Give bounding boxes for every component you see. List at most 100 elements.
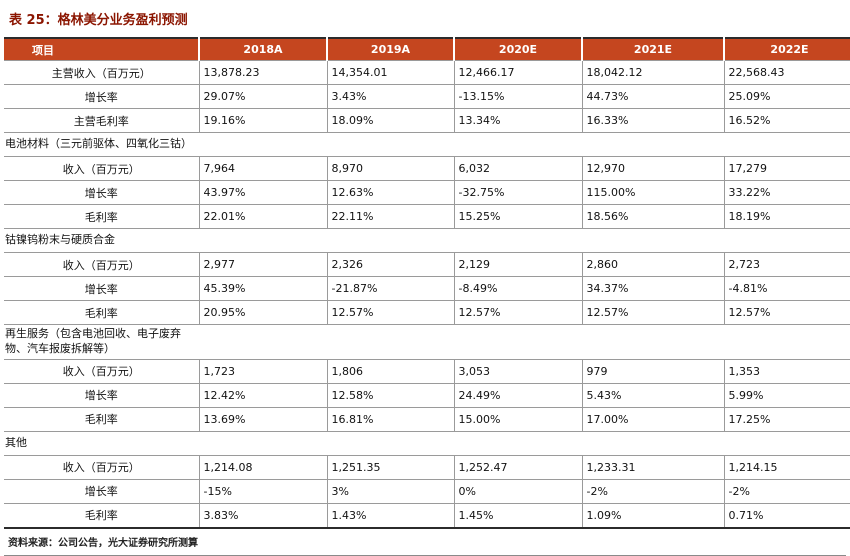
row-label: 主营收入（百万元） — [4, 60, 199, 85]
cell-value: 15.00% — [453, 406, 582, 432]
table-row: 收入（百万元） 1,214.08 1,251.35 1,252.47 1,233.31 1… — [4, 454, 850, 480]
col-header-2022e: 2022E — [723, 38, 850, 61]
cell-value: 22,568.43 — [723, 60, 850, 85]
cell-value: 0.71% — [723, 502, 850, 528]
cell-value: 1,214.15 — [723, 454, 850, 480]
cell-value: 33.22% — [723, 180, 850, 205]
cell-value: 34.37% — [581, 276, 724, 301]
cell-value: 1,252.47 — [453, 454, 582, 480]
row-label: 毛利率 — [4, 204, 199, 229]
row-label: 收入（百万元） — [4, 156, 199, 181]
cell-value: -4.81% — [723, 276, 850, 301]
table-row: 收入（百万元） 1,723 1,806 3,053 979 1,353 — [4, 358, 850, 384]
section-label: 其他 — [4, 430, 850, 456]
cell-value: 18.09% — [326, 108, 454, 133]
cell-value: 22.01% — [198, 204, 327, 229]
cell-value: 45.39% — [198, 276, 327, 301]
col-header-2018a: 2018A — [198, 38, 327, 61]
cell-value: 2,129 — [453, 252, 582, 277]
table-row: 主营毛利率 19.16% 18.09% 13.34% 16.33% 16.52% — [4, 108, 850, 133]
cell-value: 12,466.17 — [453, 60, 582, 85]
row-label: 收入（百万元） — [4, 252, 199, 277]
table-title: 表 25：格林美分业务盈利预测 — [9, 13, 188, 28]
section-row: 钴镍钨粉末与硬质合金 — [4, 228, 850, 253]
cell-value: 979 — [581, 358, 724, 384]
cell-value: 43.97% — [198, 180, 327, 205]
cell-value: 3.43% — [326, 84, 454, 109]
section-row: 再生服务（包含电池回收、电子废弃物、汽车报废拆解等） — [4, 324, 850, 360]
table-row: 收入（百万元） 7,964 8,970 6,032 12,970 17,279 — [4, 156, 850, 181]
col-header-2021e: 2021E — [581, 38, 724, 61]
cell-value: 18.19% — [723, 204, 850, 229]
cell-value: 15.25% — [453, 204, 582, 229]
cell-value: 13.34% — [453, 108, 582, 133]
row-label: 增长率 — [4, 84, 199, 109]
row-label: 主营毛利率 — [4, 108, 199, 133]
cell-value: 6,032 — [453, 156, 582, 181]
cell-value: 3.83% — [198, 502, 327, 528]
table-row: 毛利率 22.01% 22.11% 15.25% 18.56% 18.19% — [4, 204, 850, 229]
row-label: 增长率 — [4, 276, 199, 301]
table-row: 增长率 45.39% -21.87% -8.49% 34.37% -4.81% — [4, 276, 850, 301]
cell-value: 12.57% — [453, 300, 582, 325]
cell-value: 5.43% — [581, 382, 724, 408]
cell-value: 14,354.01 — [326, 60, 454, 85]
cell-value: 12.58% — [326, 382, 454, 408]
cell-value: 12.57% — [581, 300, 724, 325]
cell-value: 1,806 — [326, 358, 454, 384]
col-header-item: 项目 — [4, 38, 199, 61]
cell-value: -13.15% — [453, 84, 582, 109]
row-label: 收入（百万元） — [4, 358, 199, 384]
cell-value: 22.11% — [326, 204, 454, 229]
cell-value: 20.95% — [198, 300, 327, 325]
cell-value: 3% — [326, 478, 454, 504]
cell-value: 1.43% — [326, 502, 454, 528]
cell-value: 13,878.23 — [198, 60, 327, 85]
cell-value: 29.07% — [198, 84, 327, 109]
table-row: 增长率 29.07% 3.43% -13.15% 44.73% 25.09% — [4, 84, 850, 109]
cell-value: -2% — [723, 478, 850, 504]
cell-value: -8.49% — [453, 276, 582, 301]
cell-value: 3,053 — [453, 358, 582, 384]
row-label: 收入（百万元） — [4, 454, 199, 480]
table-row: 收入（百万元） 2,977 2,326 2,129 2,860 2,723 — [4, 252, 850, 277]
cell-value: -2% — [581, 478, 724, 504]
cell-value: 0% — [453, 478, 582, 504]
cell-value: 2,326 — [326, 252, 454, 277]
cell-value: 17.25% — [723, 406, 850, 432]
row-label: 增长率 — [4, 382, 199, 408]
cell-value: 1,251.35 — [326, 454, 454, 480]
cell-value: 18.56% — [581, 204, 724, 229]
cell-value: 12.63% — [326, 180, 454, 205]
cell-value: 17,279 — [723, 156, 850, 181]
row-label: 增长率 — [4, 180, 199, 205]
cell-value: -15% — [198, 478, 327, 504]
cell-value: 16.52% — [723, 108, 850, 133]
cell-value: 16.33% — [581, 108, 724, 133]
cell-value: 1,353 — [723, 358, 850, 384]
section-row: 电池材料（三元前驱体、四氧化三钴） — [4, 132, 850, 157]
row-label: 毛利率 — [4, 502, 199, 528]
row-label: 毛利率 — [4, 406, 199, 432]
row-label: 毛利率 — [4, 300, 199, 325]
cell-value: -32.75% — [453, 180, 582, 205]
header-row: 项目 2018A 2019A 2020E 2021E 2022E — [4, 38, 850, 61]
cell-value: 2,977 — [198, 252, 327, 277]
cell-value: 1,233.31 — [581, 454, 724, 480]
cell-value: 24.49% — [453, 382, 582, 408]
source-note: 资料来源：公司公告，光大证券研究所测算 — [8, 537, 198, 549]
profit-forecast-table: 项目 2018A 2019A 2020E 2021E 2022E 主营收入（百万… — [4, 37, 850, 529]
cell-value: 13.69% — [198, 406, 327, 432]
table-row: 主营收入（百万元） 13,878.23 14,354.01 12,466.17 18,0… — [4, 60, 850, 85]
section-label: 钴镍钨粉末与硬质合金 — [4, 228, 850, 253]
cell-value: 12.57% — [723, 300, 850, 325]
table-row: 毛利率 13.69% 16.81% 15.00% 17.00% 17.25% — [4, 406, 850, 432]
cell-value: 8,970 — [326, 156, 454, 181]
section-row: 其他 — [4, 430, 850, 456]
cell-value: 16.81% — [326, 406, 454, 432]
cell-value: 12,970 — [581, 156, 724, 181]
section-label: 电池材料（三元前驱体、四氧化三钴） — [4, 132, 850, 157]
cell-value: 17.00% — [581, 406, 724, 432]
col-header-2020e: 2020E — [453, 38, 582, 61]
